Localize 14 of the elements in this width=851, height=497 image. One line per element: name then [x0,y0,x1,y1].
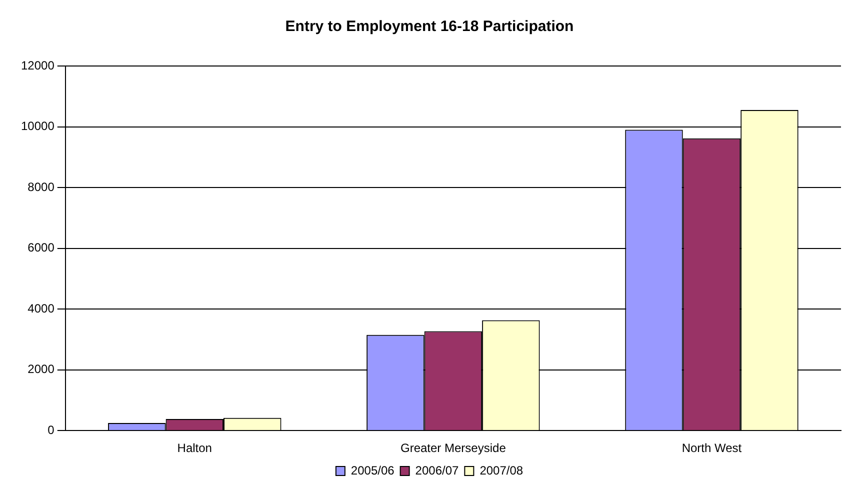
y-tick-label: 2000 [28,362,55,376]
x-tick-label: North West [682,441,742,456]
y-tick-label: 10000 [20,119,55,134]
legend-label: 2007/08 [480,463,524,478]
x-tick-label: Greater Merseyside [400,441,506,456]
y-tick-label: 8000 [28,180,55,194]
y-tick-label: 0 [48,422,55,437]
x-tick-label: Halton [177,441,212,456]
chart-title: Entry to Employment 16-18 Participation [285,18,574,36]
y-tick-label: 12000 [20,58,55,72]
legend-label: 2006/07 [415,463,460,478]
legend-label: 2005/06 [350,463,395,478]
y-tick-label: 4000 [28,301,55,316]
y-tick-label: 6000 [28,240,55,255]
